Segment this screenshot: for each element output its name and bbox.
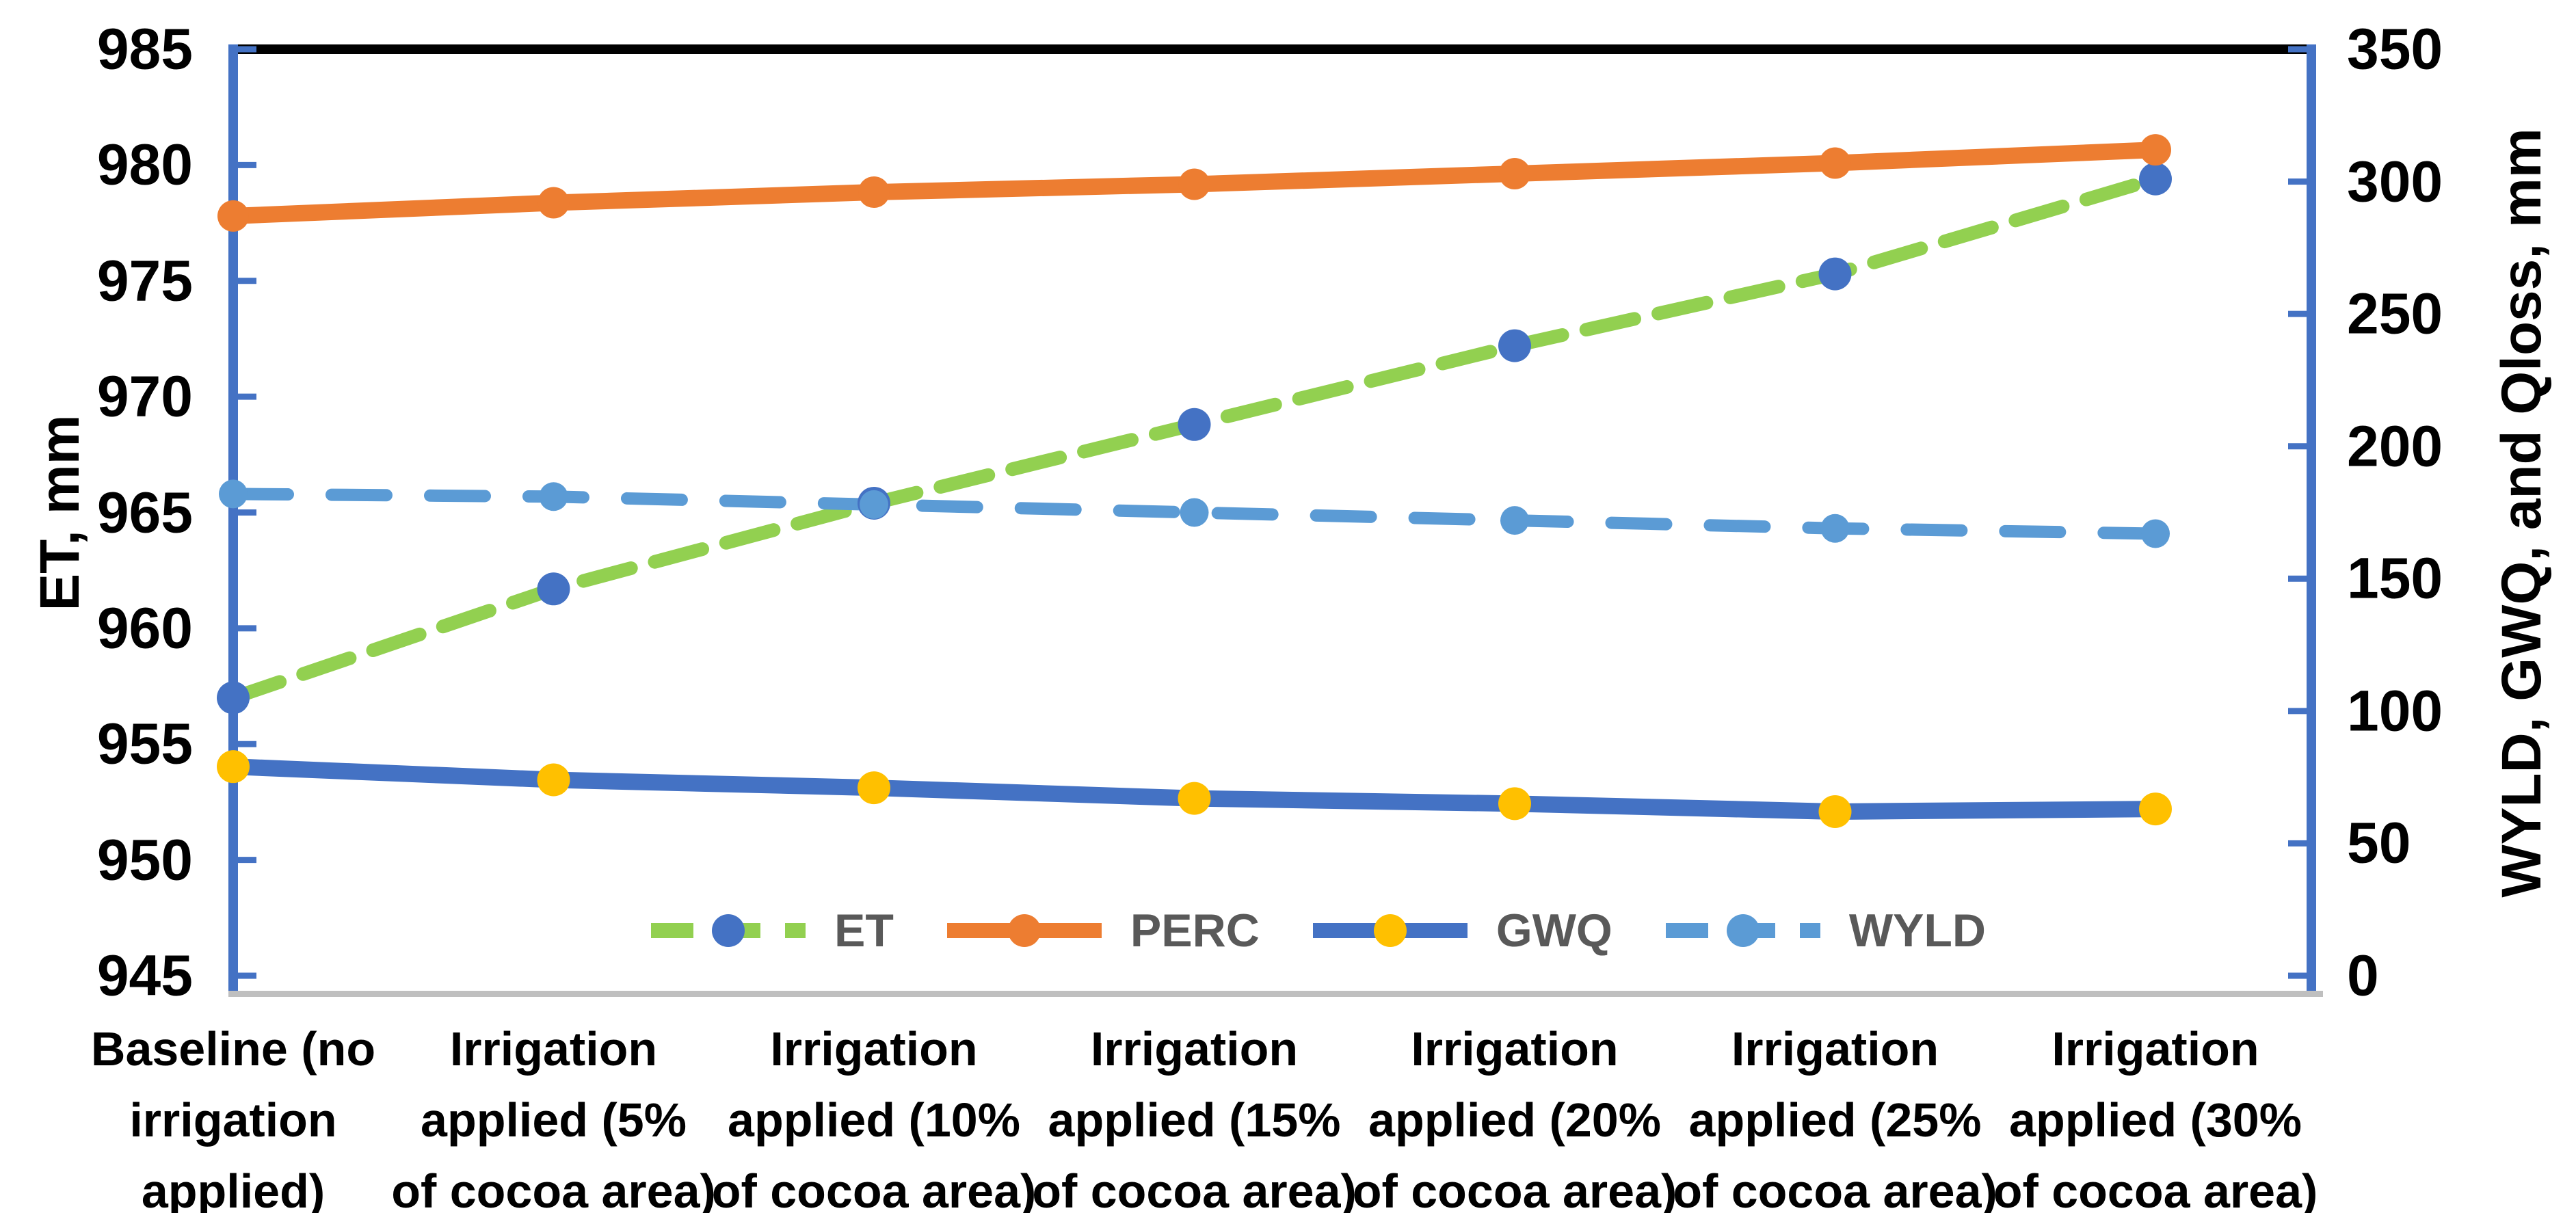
right-tick-label: 250 xyxy=(2347,281,2443,346)
marker-wyld xyxy=(219,479,248,509)
left-tick-mark xyxy=(230,161,256,168)
x-category-label: Irrigation applied (15% of cocoa area) xyxy=(1032,1022,1357,1213)
marker-perc xyxy=(858,176,890,209)
left-tick-mark xyxy=(230,393,256,400)
left-tick-mark xyxy=(230,972,256,979)
x-category-label: Irrigation applied (10% of cocoa area) xyxy=(711,1022,1037,1213)
marker-gwq xyxy=(1818,795,1852,828)
right-tick-label: 350 xyxy=(2347,16,2443,81)
right-tick-label: 0 xyxy=(2347,943,2379,1008)
marker-wyld xyxy=(1500,506,1529,535)
left-tick-label: 985 xyxy=(96,16,193,81)
left-axis-line xyxy=(228,44,238,996)
legend-label-wyld: WYLD xyxy=(1848,905,1986,957)
legend-item-gwq: GWQ xyxy=(1312,900,1612,961)
marker-perc xyxy=(1499,157,1530,189)
legend-label-perc: PERC xyxy=(1130,905,1260,957)
left-tick-label: 960 xyxy=(96,596,193,661)
marker-gwq xyxy=(217,750,250,784)
marker-gwq xyxy=(1178,782,1211,815)
right-tick-label: 200 xyxy=(2347,414,2443,479)
marker-perc xyxy=(1178,168,1210,200)
x-category-label: Irrigation applied (30% of cocoa area) xyxy=(1993,1022,2318,1213)
left-axis-title: ET, mm xyxy=(29,414,91,611)
left-tick-label: 970 xyxy=(96,364,193,429)
legend-swatch-gwq-icon xyxy=(1312,900,1468,961)
legend-item-et: ET xyxy=(651,900,894,961)
marker-gwq xyxy=(537,763,570,797)
left-tick-label: 975 xyxy=(96,248,193,313)
marker-et xyxy=(2139,162,2172,196)
marker-et xyxy=(1498,329,1531,362)
x-category-label: Irrigation applied (20% of cocoa area) xyxy=(1352,1022,1677,1213)
right-tick-mark xyxy=(2288,443,2314,450)
right-tick-mark xyxy=(2288,708,2314,715)
legend-label-gwq: GWQ xyxy=(1496,905,1612,957)
right-axis-title: WYLD, GWQ, and Qloss, mm xyxy=(2491,128,2553,898)
right-tick-label: 50 xyxy=(2347,810,2411,875)
x-category-label: Baseline (no irrigation applied) xyxy=(90,1022,376,1213)
legend: ET PERC GWQ WYLD xyxy=(651,900,1986,961)
x-axis-shadow-line xyxy=(228,991,2323,997)
right-tick-label: 150 xyxy=(2347,546,2443,611)
marker-wyld xyxy=(860,490,888,519)
legend-swatch-wyld-icon xyxy=(1665,900,1820,961)
marker-gwq xyxy=(858,771,890,805)
left-tick-mark xyxy=(230,46,256,53)
legend-item-wyld: WYLD xyxy=(1665,900,1986,961)
legend-swatch-perc-icon xyxy=(946,900,1102,961)
x-category-label: Irrigation applied (5% of cocoa area) xyxy=(391,1022,716,1213)
marker-et xyxy=(217,681,250,715)
left-tick-label: 945 xyxy=(96,943,193,1008)
right-tick-mark xyxy=(2288,46,2314,53)
right-tick-mark xyxy=(2288,178,2314,185)
marker-wyld xyxy=(1820,514,1850,543)
marker-gwq xyxy=(1498,787,1531,821)
marker-et xyxy=(1818,257,1852,291)
left-tick-label: 955 xyxy=(96,711,193,776)
legend-label-et: ET xyxy=(834,905,894,957)
left-tick-mark xyxy=(230,278,256,284)
right-tick-mark xyxy=(2288,972,2314,979)
left-tick-mark xyxy=(230,857,256,864)
left-tick-label: 980 xyxy=(96,132,193,197)
plot-top-border xyxy=(228,44,2316,54)
marker-perc xyxy=(1819,147,1851,179)
left-tick-mark xyxy=(230,509,256,516)
right-tick-label: 300 xyxy=(2347,149,2443,214)
legend-swatch-et-icon xyxy=(651,900,806,961)
right-tick-mark xyxy=(2288,310,2314,317)
left-tick-mark xyxy=(230,741,256,747)
marker-wyld xyxy=(1180,498,1209,527)
legend-item-perc: PERC xyxy=(946,900,1260,961)
marker-et xyxy=(1178,408,1211,441)
marker-wyld xyxy=(539,482,568,511)
marker-perc xyxy=(217,200,249,232)
right-axis-line xyxy=(2307,44,2316,996)
marker-perc xyxy=(2140,134,2171,166)
marker-et xyxy=(537,572,570,606)
right-tick-mark xyxy=(2288,840,2314,847)
x-category-label: Irrigation applied (25% of cocoa area) xyxy=(1673,1022,1997,1213)
marker-wyld xyxy=(2141,519,2170,548)
right-tick-mark xyxy=(2288,575,2314,582)
marker-perc xyxy=(537,187,570,219)
left-tick-label: 950 xyxy=(96,827,193,892)
left-tick-mark xyxy=(230,625,256,632)
right-tick-label: 100 xyxy=(2347,678,2443,743)
left-tick-label: 965 xyxy=(96,480,193,544)
marker-gwq xyxy=(2139,792,2172,826)
